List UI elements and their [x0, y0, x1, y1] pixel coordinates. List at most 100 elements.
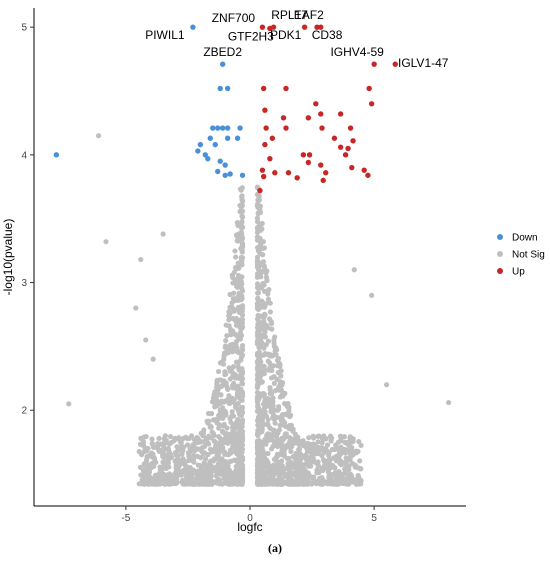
- point-not-sig: [305, 479, 311, 485]
- point-not-sig: [195, 468, 201, 474]
- point-not-sig: [239, 376, 246, 382]
- point-not-sig: [254, 432, 261, 438]
- point-not-sig: [230, 296, 237, 302]
- point-down: [215, 125, 221, 131]
- point-not-sig: [261, 370, 267, 377]
- point-not-sig: [262, 333, 268, 339]
- point-not-sig: [275, 355, 282, 362]
- point-not-sig: [263, 270, 269, 276]
- point-not-sig: [223, 412, 229, 418]
- plot-area: [53, 24, 452, 487]
- point-not-sig: [264, 431, 270, 438]
- point-not-sig: [227, 291, 233, 298]
- point-not-sig: [327, 433, 334, 439]
- point-not-sig: [239, 237, 245, 243]
- point-not-sig: [160, 450, 166, 456]
- point-not-sig: [238, 450, 244, 456]
- point-not-sig: [278, 368, 284, 374]
- point-not-sig: [295, 475, 301, 481]
- point-up: [283, 125, 289, 131]
- point-not-sig: [163, 459, 169, 465]
- point-down: [234, 135, 241, 141]
- point-not-sig: [325, 469, 331, 475]
- point-not-sig: [369, 292, 375, 298]
- point-down: [237, 125, 243, 131]
- point-not-sig: [180, 435, 186, 442]
- point-not-sig: [256, 344, 262, 351]
- point-not-sig: [227, 450, 234, 456]
- point-not-sig: [256, 372, 262, 378]
- point-not-sig: [296, 447, 302, 453]
- point-not-sig: [319, 453, 325, 459]
- point-not-sig: [305, 475, 311, 481]
- point-not-sig: [201, 443, 208, 450]
- point-not-sig: [239, 213, 245, 219]
- point-not-sig: [271, 380, 277, 387]
- point-not-sig: [138, 256, 144, 263]
- point-not-sig: [239, 198, 246, 204]
- point-not-sig: [171, 438, 177, 444]
- point-not-sig: [185, 442, 191, 448]
- point-not-sig: [187, 481, 193, 487]
- point-not-sig: [289, 444, 295, 450]
- point-up: [366, 85, 372, 92]
- point-not-sig: [306, 455, 312, 461]
- point-not-sig: [268, 318, 274, 325]
- point-not-sig: [255, 404, 261, 410]
- point-up: [314, 24, 320, 30]
- point-not-sig: [274, 414, 280, 420]
- point-up: [263, 125, 269, 131]
- point-not-sig: [260, 447, 266, 454]
- point-not-sig: [256, 458, 262, 464]
- point-not-sig: [159, 465, 165, 472]
- point-not-sig: [295, 469, 301, 475]
- point-up: [318, 24, 324, 30]
- point-not-sig: [269, 435, 275, 441]
- point-up: [305, 159, 312, 166]
- point-not-sig: [155, 441, 161, 447]
- point-not-sig: [254, 481, 261, 487]
- point-not-sig: [254, 300, 261, 307]
- point-not-sig: [265, 351, 271, 357]
- point-not-sig: [306, 435, 312, 441]
- point-not-sig: [272, 334, 278, 340]
- point-not-sig: [314, 479, 321, 485]
- point-not-sig: [220, 423, 226, 429]
- point-not-sig: [212, 468, 218, 474]
- point-not-sig: [257, 235, 263, 241]
- point-not-sig: [187, 465, 193, 471]
- point-not-sig: [258, 285, 264, 291]
- point-not-sig: [349, 479, 355, 485]
- point-not-sig: [272, 387, 279, 394]
- point-up: [313, 101, 319, 107]
- point-not-sig: [255, 290, 261, 296]
- point-not-sig: [276, 361, 282, 367]
- point-not-sig: [174, 460, 180, 466]
- point-not-sig: [263, 403, 269, 410]
- point-not-sig: [258, 413, 264, 419]
- point-not-sig: [230, 280, 236, 286]
- gene-label: RPL17: [271, 8, 308, 22]
- point-not-sig: [326, 479, 333, 485]
- point-not-sig: [274, 454, 280, 460]
- point-not-sig: [145, 445, 151, 451]
- point-not-sig: [239, 397, 245, 403]
- point-not-sig: [285, 463, 291, 469]
- point-not-sig: [271, 462, 277, 468]
- point-not-sig: [239, 185, 245, 191]
- point-not-sig: [231, 396, 237, 403]
- point-not-sig: [287, 413, 293, 420]
- point-not-sig: [255, 358, 261, 365]
- point-not-sig: [265, 464, 271, 471]
- point-not-sig: [294, 463, 301, 469]
- point-not-sig: [230, 315, 236, 322]
- point-not-sig: [258, 240, 264, 246]
- point-not-sig: [191, 441, 197, 448]
- point-not-sig: [280, 412, 286, 418]
- point-not-sig: [227, 415, 233, 422]
- point-up: [319, 125, 325, 131]
- point-up: [318, 162, 324, 168]
- point-not-sig: [236, 446, 243, 452]
- point-not-sig: [257, 391, 263, 397]
